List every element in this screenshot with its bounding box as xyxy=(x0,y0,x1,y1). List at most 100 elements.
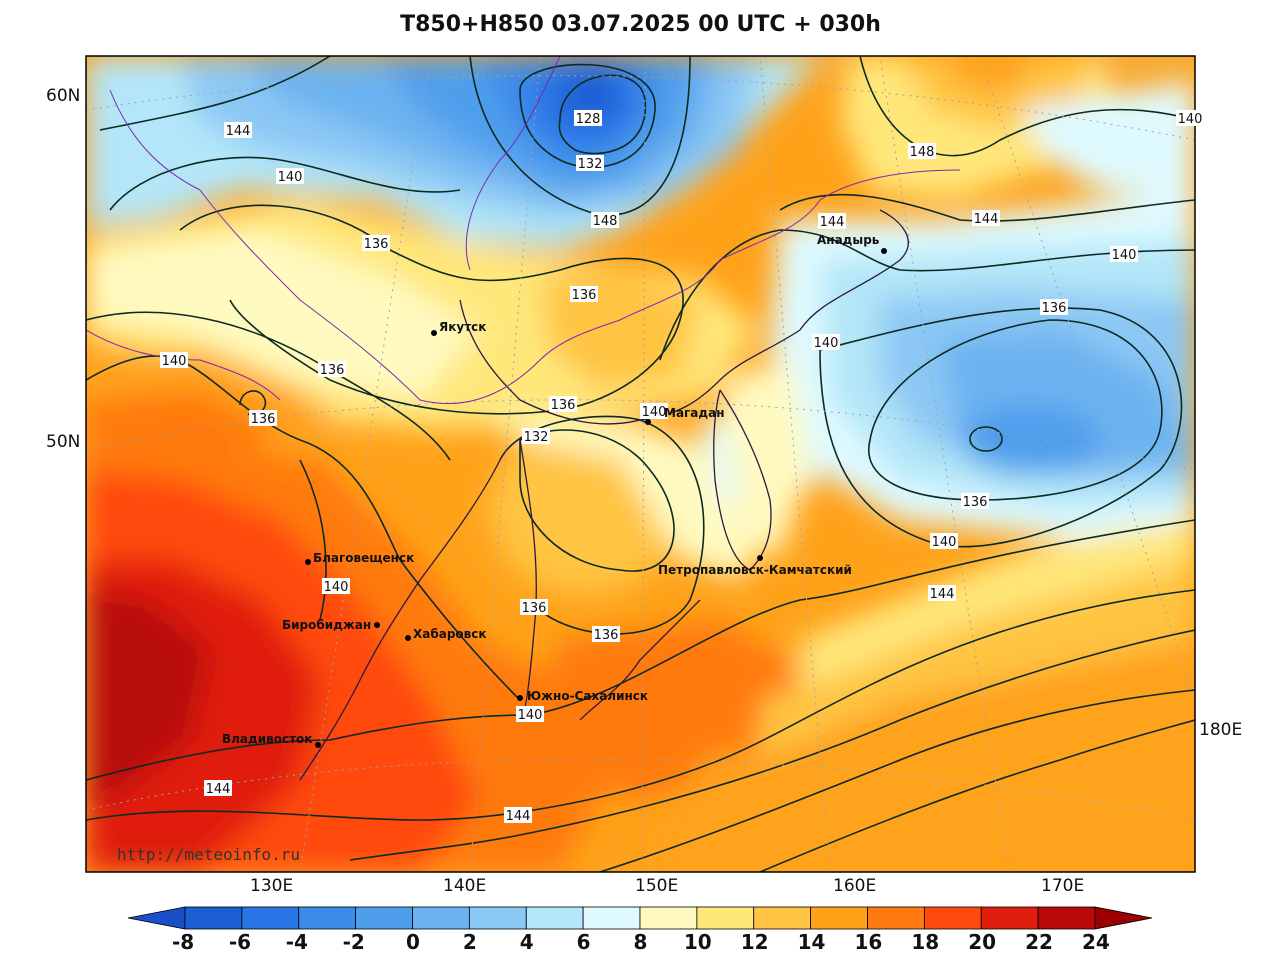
contour-label: 144 xyxy=(974,212,999,227)
contour-label-bg xyxy=(928,585,956,601)
contour-label-bg xyxy=(204,780,232,796)
contour-label-bg xyxy=(591,212,619,228)
colorbar-swatch xyxy=(468,906,527,930)
city-dot xyxy=(374,622,380,628)
contour-label-bg xyxy=(362,235,390,251)
contour-label-bg xyxy=(322,578,350,594)
lon-label-140e: 140E xyxy=(443,876,487,896)
colorbar xyxy=(127,906,1153,930)
contour-label: 136 xyxy=(364,237,389,252)
colorbar-tick-label: 14 xyxy=(797,930,826,954)
contour-label: 144 xyxy=(930,587,955,602)
colorbar-tick-label: 12 xyxy=(740,930,769,954)
contour-label: 140 xyxy=(814,336,839,351)
contour-label: 128 xyxy=(576,112,601,127)
colorbar-tick-label: 2 xyxy=(462,930,477,954)
contour-label: 140 xyxy=(1112,248,1137,263)
colorbar-tick-label: 4 xyxy=(519,930,534,954)
contour-label-bg xyxy=(818,213,846,229)
city-dot xyxy=(881,248,887,254)
contour-label-bg xyxy=(249,410,277,426)
contour-label-bg xyxy=(908,143,936,159)
contour-label-bg xyxy=(1040,299,1068,315)
city-dot xyxy=(757,555,763,561)
colorbar-tick-label: 24 xyxy=(1082,930,1110,954)
contour-label-bg xyxy=(812,334,840,350)
contour-label-bg xyxy=(160,352,188,368)
city-dot xyxy=(315,742,321,748)
contour-label-bg xyxy=(224,122,252,138)
city-label: Владивосток xyxy=(222,732,312,746)
colorbar-swatch xyxy=(241,906,300,930)
colorbar-swatch xyxy=(355,906,413,930)
colorbar-swatch xyxy=(412,906,470,930)
colorbar-swatch xyxy=(298,906,357,930)
city-dot xyxy=(405,635,411,641)
contour-label: 140 xyxy=(1178,112,1203,127)
contour-label: 140 xyxy=(278,170,303,185)
contour-label-bg xyxy=(276,168,304,184)
map-title: T850+H850 03.07.2025 00 UTC + 030h xyxy=(400,12,881,37)
lon-label-170e: 170E xyxy=(1041,876,1085,896)
contour-label: 140 xyxy=(162,354,187,369)
colorbar-tick-label: 22 xyxy=(1025,930,1053,954)
city-label: Биробиджан xyxy=(282,618,371,632)
source-credit: http://meteoinfo.ru xyxy=(117,845,301,864)
contour-label-bg xyxy=(318,361,346,377)
colorbar-tick-label: -8 xyxy=(172,930,195,954)
contour-label-bg xyxy=(570,286,598,302)
contour-label-bg xyxy=(1176,110,1204,126)
contour-label: 144 xyxy=(820,215,845,230)
lon-label-150e: 150E xyxy=(635,876,679,896)
contour-label-bg xyxy=(549,396,577,412)
colorbar-tick-label: 16 xyxy=(854,930,883,954)
colorbar-tick-label: 8 xyxy=(633,930,648,954)
colorbar-swatch xyxy=(980,906,1039,930)
contour-label: 136 xyxy=(320,363,345,378)
contour-label-bg xyxy=(972,210,1000,226)
contour-label-bg xyxy=(516,706,544,722)
colorbar-over-arrow xyxy=(1094,906,1153,930)
contour-label-bg xyxy=(504,807,532,823)
contour-label: 148 xyxy=(910,145,935,160)
colorbar-swatch xyxy=(696,906,755,930)
city-dot xyxy=(517,695,523,701)
colorbar-swatch xyxy=(582,906,641,930)
lon-label-160e: 160E xyxy=(833,876,877,896)
lon-label-130e: 130E xyxy=(250,876,294,896)
city-label: Благовещенск xyxy=(313,551,414,565)
contour-label: 144 xyxy=(206,782,231,797)
city-label: Магадан xyxy=(664,406,725,420)
colorbar-swatch xyxy=(753,906,812,930)
contour-label: 136 xyxy=(1042,301,1067,316)
city-dot xyxy=(431,330,437,336)
contour-label: 136 xyxy=(522,601,547,616)
borders xyxy=(86,56,961,405)
city-label: Анадырь xyxy=(817,233,880,247)
contour-label-bg xyxy=(574,110,602,126)
contour-label: 136 xyxy=(251,412,276,427)
lat-label-50n: 50N xyxy=(46,432,81,452)
contour-label: 140 xyxy=(932,535,957,550)
city-label: Якутск xyxy=(439,320,486,334)
graticule xyxy=(86,56,1195,872)
city-dot xyxy=(645,419,651,425)
contour-label: 140 xyxy=(324,580,349,595)
colorbar-swatch xyxy=(923,906,982,930)
temperature-field xyxy=(86,56,1195,872)
contour-label: 140 xyxy=(518,708,543,723)
contour-label-bg xyxy=(930,533,958,549)
colorbar-swatch xyxy=(639,906,698,930)
contour-label-bg xyxy=(1110,246,1138,262)
colorbar-tick-label: -2 xyxy=(342,930,365,954)
contour-label-bg xyxy=(576,155,604,171)
colorbar-tick-label: -6 xyxy=(228,930,252,954)
contour-label: 148 xyxy=(593,214,618,229)
colorbar-swatch xyxy=(184,906,243,930)
colorbar-swatch xyxy=(810,906,868,930)
colorbar-tick-label: 18 xyxy=(911,930,940,954)
contour-label-bg xyxy=(592,626,620,642)
colorbar-tick-label: -4 xyxy=(285,930,308,954)
contour-label: 136 xyxy=(572,288,597,303)
lat-label-60n: 60N xyxy=(46,86,81,106)
